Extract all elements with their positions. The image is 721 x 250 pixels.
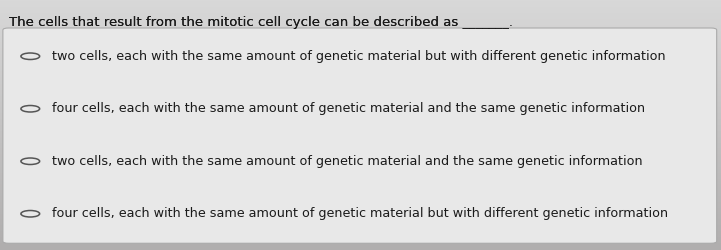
Text: The cells that result from the mitotic cell cycle can be described as: The cells that result from the mitotic c…: [9, 16, 463, 29]
Text: two cells, each with the same amount of genetic material but with different gene: two cells, each with the same amount of …: [52, 50, 665, 63]
Text: four cells, each with the same amount of genetic material and the same genetic i: four cells, each with the same amount of…: [52, 102, 645, 115]
Text: The cells that result from the mitotic cell cycle can be described as _______.: The cells that result from the mitotic c…: [9, 16, 513, 29]
Text: four cells, each with the same amount of genetic material but with different gen: four cells, each with the same amount of…: [52, 207, 668, 220]
FancyBboxPatch shape: [3, 28, 717, 243]
Text: two cells, each with the same amount of genetic material and the same genetic in: two cells, each with the same amount of …: [52, 155, 642, 168]
